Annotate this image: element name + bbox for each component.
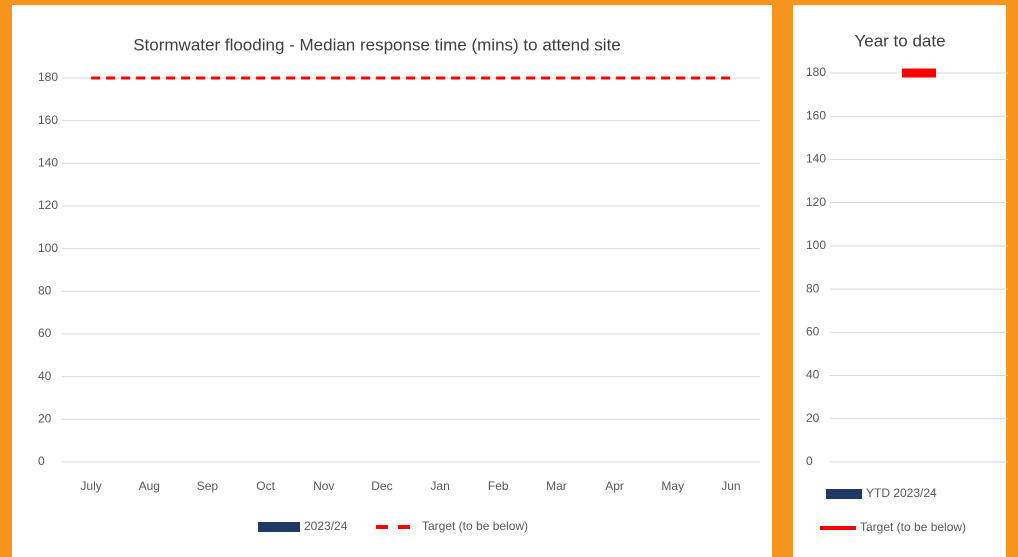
panel xyxy=(793,5,1006,557)
y-tick-label: 80 xyxy=(806,281,820,295)
y-tick-label: 0 xyxy=(38,454,45,468)
legend-label: Target (to be below) xyxy=(422,519,528,533)
y-tick-label: 160 xyxy=(806,108,826,122)
legend-swatch xyxy=(826,489,862,499)
chart-title: Stormwater flooding - Median response ti… xyxy=(133,35,621,54)
x-tick-label: Mar xyxy=(546,479,567,493)
chart-title: Year to date xyxy=(854,31,945,50)
y-tick-label: 140 xyxy=(38,156,58,170)
x-tick-label: Feb xyxy=(488,479,509,493)
x-tick-label: Jan xyxy=(430,479,449,493)
x-tick-label: Sep xyxy=(197,479,219,493)
y-tick-label: 100 xyxy=(38,241,58,255)
y-tick-label: 20 xyxy=(806,411,820,425)
y-tick-label: 180 xyxy=(806,65,826,79)
y-tick-label: 140 xyxy=(806,152,826,166)
legend-label: YTD 2023/24 xyxy=(866,486,937,500)
y-tick-label: 100 xyxy=(806,238,826,252)
legend-swatch xyxy=(258,522,300,532)
y-tick-label: 160 xyxy=(38,113,58,127)
y-tick-label: 40 xyxy=(806,368,820,382)
legend-label: 2023/24 xyxy=(304,519,348,533)
y-tick-label: 20 xyxy=(38,412,52,426)
x-tick-label: Aug xyxy=(139,479,160,493)
x-tick-label: Dec xyxy=(371,479,392,493)
y-tick-label: 120 xyxy=(806,195,826,209)
x-tick-label: May xyxy=(661,479,684,493)
x-tick-label: Jun xyxy=(721,479,740,493)
y-tick-label: 40 xyxy=(38,369,52,383)
y-tick-label: 180 xyxy=(38,70,58,84)
y-tick-label: 120 xyxy=(38,198,58,212)
x-tick-label: Oct xyxy=(256,479,275,493)
x-tick-label: Apr xyxy=(605,479,624,493)
y-tick-label: 60 xyxy=(38,326,52,340)
y-tick-label: 60 xyxy=(806,325,820,339)
y-tick-label: 0 xyxy=(806,454,813,468)
x-tick-label: July xyxy=(80,479,101,493)
y-tick-label: 80 xyxy=(38,284,52,298)
x-tick-label: Nov xyxy=(313,479,334,493)
legend-label: Target (to be below) xyxy=(860,520,966,534)
panel xyxy=(12,5,772,557)
